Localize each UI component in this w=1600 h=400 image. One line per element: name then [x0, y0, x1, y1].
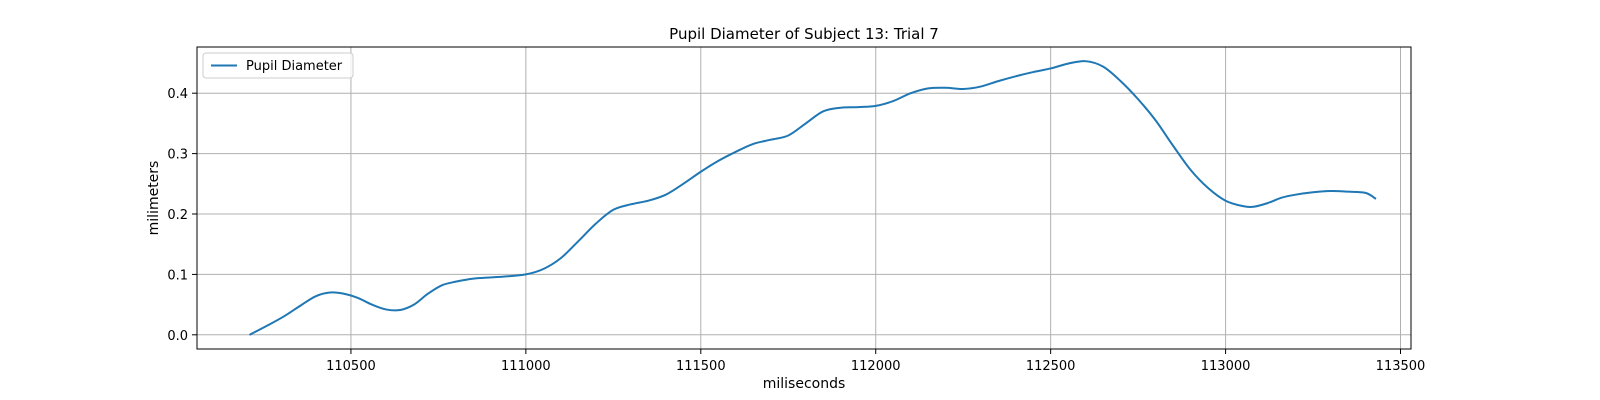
x-tick-label: 111000	[501, 359, 551, 374]
x-axis-label: miliseconds	[763, 376, 846, 392]
x-tick-label: 112500	[1026, 359, 1076, 374]
x-tick-label: 113500	[1376, 359, 1426, 374]
series-layer	[249, 60, 1377, 336]
grid	[197, 47, 1411, 349]
legend-label-pupil-diameter: Pupil Diameter	[246, 59, 343, 74]
y-axis-label: milimeters	[146, 161, 162, 236]
y-tick-label: 0.4	[167, 87, 188, 102]
legend-box	[202, 52, 354, 79]
chart-title: Pupil Diameter of Subject 13: Trial 7	[669, 25, 939, 43]
y-tick-label: 0.0	[167, 329, 188, 344]
y-axis-ticks: 0.0 0.1 0.2 0.3 0.4	[167, 87, 197, 344]
x-tick-label: 112000	[851, 359, 901, 374]
plot-area	[197, 47, 1411, 349]
y-tick-label: 0.2	[167, 208, 188, 223]
y-tick-label: 0.3	[167, 148, 188, 163]
plot-frame	[196, 46, 1412, 350]
x-tick-label: 110500	[326, 359, 376, 374]
y-tick-label: 0.1	[167, 268, 188, 283]
series-line-pupil-diameter	[249, 60, 1377, 336]
x-tick-label: 111500	[676, 359, 726, 374]
x-axis-ticks: 110500 111000 111500 112000 112500 113000 1135…	[326, 349, 1425, 374]
legend: Pupil Diameter	[202, 52, 354, 79]
x-tick-label: 113000	[1201, 359, 1251, 374]
